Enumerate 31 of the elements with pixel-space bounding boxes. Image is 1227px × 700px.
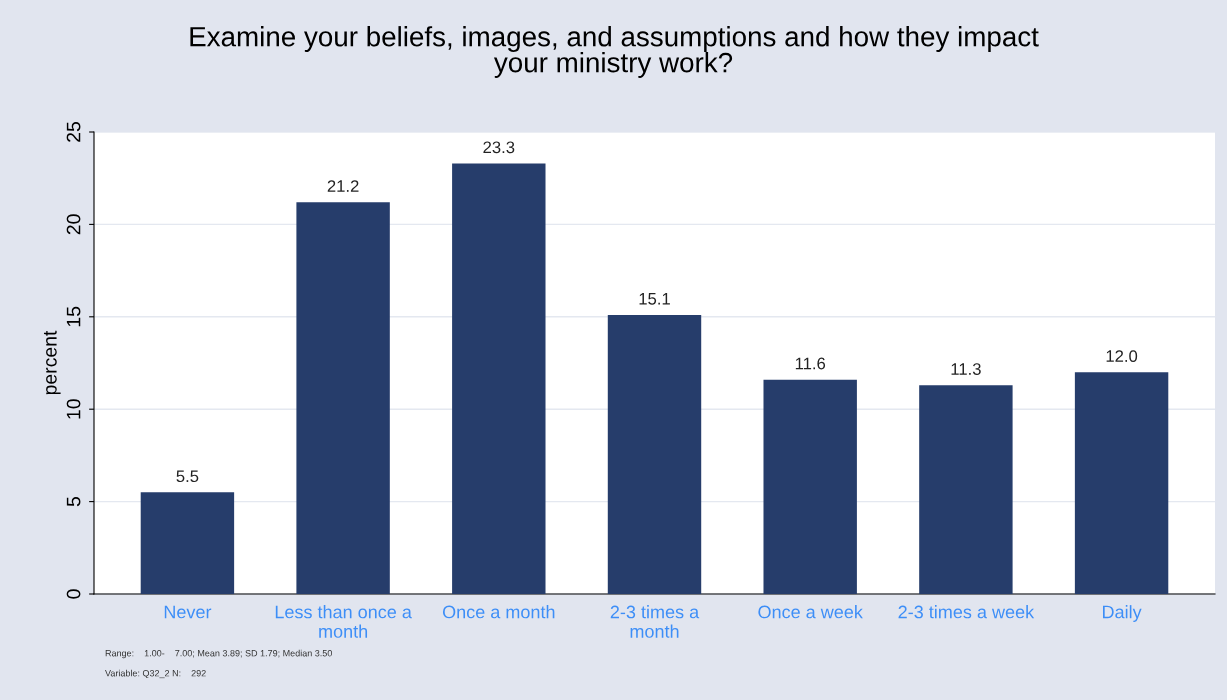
bar: [140, 492, 235, 594]
data-label: 21.2: [327, 180, 359, 192]
bar: [296, 202, 390, 594]
data-label: 11.3: [951, 363, 981, 375]
y-tick-label: 25: [66, 122, 81, 142]
y-tick-label: 15: [66, 306, 81, 327]
y-tick-label: 5: [66, 497, 81, 507]
x-tick-label: Once a week: [758, 605, 863, 619]
bar: [919, 385, 1013, 594]
bar: [452, 163, 546, 594]
x-tick-label: Once a month: [442, 605, 555, 619]
data-label: 5.5: [176, 470, 199, 483]
data-label: 12.0: [1106, 350, 1138, 362]
text: Variable: Q32_2 N: 292: [105, 669, 206, 679]
y-tick-label: 10: [66, 399, 81, 419]
x-tick-label: Less than once a month: [275, 605, 412, 638]
x-tick-label: Daily: [1103, 605, 1142, 622]
data-label: 23.3: [483, 141, 515, 154]
bar: [607, 314, 702, 594]
y-tick-label: 20: [66, 214, 81, 235]
text: Range: 1.00- 7.00; Mean 3.89; SD 1.79; Median 3.50: [105, 649, 332, 659]
data-label: 11.6: [795, 357, 826, 370]
x-tick-label: Never: [164, 605, 212, 619]
y-axis-title: percent: [43, 330, 61, 395]
bar: [763, 379, 857, 594]
chart-title: Examine your beliefs, images, and assumptions and how they impact your ministry work?: [190, 26, 1039, 78]
y-tick-label: 0: [66, 589, 81, 599]
data-label: 15.1: [639, 293, 670, 305]
x-tick-label: 2-3 times a week: [898, 605, 1035, 619]
bar: [1074, 372, 1169, 594]
x-tick-label: 2-3 times a month: [610, 605, 700, 638]
